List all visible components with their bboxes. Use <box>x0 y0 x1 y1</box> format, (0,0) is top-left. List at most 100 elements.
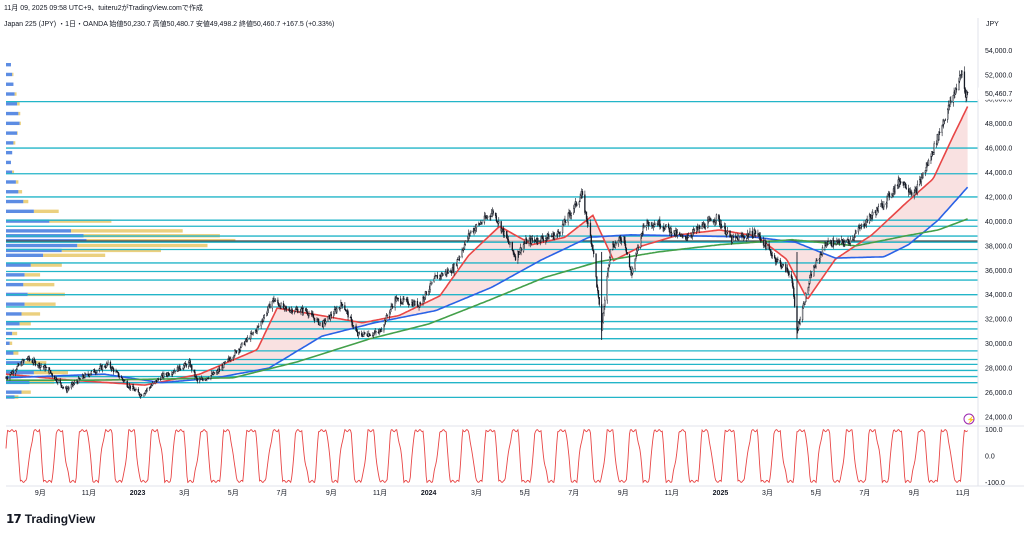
candle-body <box>854 233 856 237</box>
candle-body <box>408 304 411 306</box>
profile-bar-yellow <box>71 229 183 233</box>
candle-body <box>195 376 198 379</box>
time-tick-label: 3月 <box>179 489 190 497</box>
candle-body <box>883 204 885 208</box>
candle-body <box>98 368 100 371</box>
candle-body <box>378 331 380 334</box>
candle-body <box>964 88 966 94</box>
candle-body <box>777 259 779 261</box>
profile-bar-yellow <box>49 219 112 223</box>
ma-long-line <box>6 218 968 382</box>
candle-body <box>663 227 665 229</box>
candle-body <box>758 233 761 237</box>
candle-body <box>358 332 360 334</box>
candle-body <box>718 214 720 220</box>
profile-bar-yellow <box>12 170 15 174</box>
candle-body <box>920 177 923 183</box>
candle-body <box>29 359 31 361</box>
candle-body <box>263 314 265 318</box>
candle-body <box>840 239 843 244</box>
candle-body <box>715 214 718 221</box>
candle-body <box>300 308 302 312</box>
candle-body <box>950 100 952 103</box>
candle-body <box>57 379 59 383</box>
candle-body <box>179 368 182 370</box>
candle-body <box>659 226 662 228</box>
candle-body <box>308 313 310 316</box>
candle-body <box>372 334 374 336</box>
candle-body <box>793 296 796 307</box>
candle-body <box>836 241 838 245</box>
candle-body <box>187 362 190 367</box>
candle-body <box>400 303 403 305</box>
price-tick-label: 24,000.0 <box>985 414 1012 421</box>
candle-body <box>670 228 672 235</box>
profile-bar-blue <box>6 331 13 336</box>
candle-body <box>62 387 65 389</box>
candle-body <box>160 375 163 380</box>
candle-body <box>922 172 924 179</box>
oscillator-line <box>5 428 968 484</box>
candle-body <box>595 253 597 277</box>
candle-body <box>691 235 693 237</box>
candle-body <box>909 191 911 193</box>
candle-body <box>966 92 968 98</box>
candle-body <box>659 220 661 227</box>
price-tick-label: 54,000.0 <box>985 48 1012 55</box>
candle-body <box>116 371 119 373</box>
candle-body <box>22 359 24 366</box>
tradingview-logo[interactable]: 17 TradingView <box>6 512 95 526</box>
candle-body <box>808 283 810 288</box>
candle-body <box>835 243 837 246</box>
candle-body <box>66 388 69 392</box>
oscillator-tick-label: 100.0 <box>985 427 1003 434</box>
candle-body <box>589 222 592 237</box>
candle-body <box>122 379 124 382</box>
candle-body <box>486 216 489 218</box>
price-tick-label: 40,000.0 <box>985 219 1012 226</box>
candle-body <box>408 303 410 305</box>
candle-body <box>402 298 404 303</box>
time-tick-label: 11月 <box>82 489 96 497</box>
time-tick-label: 5月 <box>520 489 531 497</box>
lightning-icon-glyph: ⚡ <box>967 415 976 424</box>
profile-bar-blue <box>6 302 25 306</box>
candle-body <box>749 230 751 235</box>
candle-body <box>624 243 627 249</box>
candle-body <box>392 306 394 308</box>
candle-body <box>313 317 316 322</box>
candle-body <box>9 374 11 379</box>
candle-body <box>232 356 234 360</box>
profile-bar-blue <box>6 209 34 214</box>
profile-bar-yellow <box>77 243 208 248</box>
candle-body <box>355 325 357 332</box>
candle-body <box>34 361 37 366</box>
candle-body <box>262 320 264 322</box>
profile-bar-yellow <box>19 121 21 126</box>
candle-body <box>285 306 287 309</box>
profile-bar-blue <box>6 263 31 267</box>
ma-band <box>6 106 968 386</box>
candle-body <box>570 212 572 216</box>
candle-body <box>347 311 349 318</box>
candle-body <box>553 235 556 239</box>
candle-body <box>754 230 757 235</box>
candle-body <box>299 311 301 314</box>
candle-body <box>416 301 419 307</box>
candle-body <box>168 372 170 376</box>
candle-body <box>942 124 944 126</box>
candle-body <box>312 314 314 318</box>
candle-body <box>202 379 204 381</box>
time-axis[interactable]: 9月 11月 2023 3月 5月 7月 9月 11月 2024 3月 5月 7月 9月 11月 2025 3… <box>35 489 970 497</box>
price-axis[interactable]: JPY 54,000.0 52,000.0 50,000.0 48,000.0 46,00… <box>6 18 1024 487</box>
candle-body <box>442 273 444 276</box>
profile-bar-yellow <box>12 72 14 77</box>
candle-body <box>759 236 761 240</box>
candle-body <box>368 333 371 336</box>
candle-body <box>434 275 436 279</box>
candle-body <box>626 252 628 255</box>
candle-body <box>60 382 62 386</box>
profile-bar-blue <box>6 219 50 223</box>
candle-body <box>397 298 399 300</box>
